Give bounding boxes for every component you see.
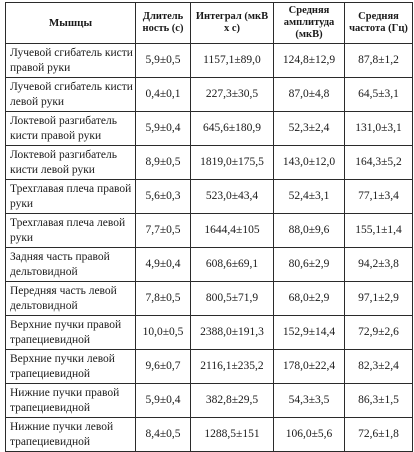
muscle-name-cell: Задняя часть правой дельтовидной xyxy=(5,247,136,282)
integral-cell: 608,6±69,1 xyxy=(190,247,274,282)
table-row: Нижние пучки левой трапециевидной 8,4±0,5… xyxy=(5,417,413,452)
frequency-cell: 164,3±5,2 xyxy=(344,145,413,180)
integral-cell: 1819,0±175,5 xyxy=(190,145,274,180)
table-row: Трехглавая плеча правой руки 5,6±0,3 523,0… xyxy=(5,179,413,214)
frequency-cell: 87,8±1,2 xyxy=(344,43,413,78)
frequency-cell: 155,1±1,4 xyxy=(344,213,413,248)
muscle-emg-table: Мышцы Длитель ность (с) Интеграл (мкВ х … xyxy=(5,2,413,452)
integral-cell: 1644,4±105 xyxy=(190,213,274,248)
header-mean-frequency: Средняя частота (Гц) xyxy=(344,2,413,44)
amplitude-cell: 152,9±14,4 xyxy=(273,315,345,350)
table-body: Лучевой сгибатель кисти правой руки 5,9±0… xyxy=(5,43,413,452)
table-row: Трехглавая плеча левой руки 7,7±0,5 1644,4… xyxy=(5,213,413,248)
table-row: Нижние пучки правой трапециевидной 5,9±0,… xyxy=(5,383,413,418)
duration-cell: 9,6±0,7 xyxy=(135,349,191,384)
table-row: Задняя часть правой дельтовидной 4,9±0,4 6… xyxy=(5,247,413,282)
muscle-emg-table-container: Мышцы Длитель ность (с) Интеграл (мкВ х … xyxy=(5,2,413,452)
amplitude-cell: 52,4±3,1 xyxy=(273,179,345,214)
duration-cell: 8,9±0,5 xyxy=(135,145,191,180)
amplitude-cell: 80,6±2,9 xyxy=(273,247,345,282)
frequency-cell: 97,1±2,9 xyxy=(344,281,413,316)
muscle-name-cell: Трехглавая плеча правой руки xyxy=(5,179,136,214)
muscle-name-cell: Локтевой разгибатель кисти правой руки xyxy=(5,111,136,146)
table-row: Лучевой сгибатель кисти правой руки 5,9±0… xyxy=(5,43,413,78)
integral-cell: 1288,5±151 xyxy=(190,417,274,452)
header-mean-amplitude: Средняя амплитуда (мкВ) xyxy=(273,2,345,44)
duration-cell: 10,0±0,5 xyxy=(135,315,191,350)
header-integral: Интеграл (мкВ х с) xyxy=(190,2,274,44)
frequency-cell: 77,1±3,4 xyxy=(344,179,413,214)
duration-cell: 5,9±0,4 xyxy=(135,383,191,418)
integral-cell: 800,5±71,9 xyxy=(190,281,274,316)
duration-cell: 5,6±0,3 xyxy=(135,179,191,214)
muscle-name-cell: Лучевой сгибатель кисти правой руки xyxy=(5,43,136,78)
duration-cell: 7,7±0,5 xyxy=(135,213,191,248)
muscle-name-cell: Локтевой разгибатель кисти левой руки xyxy=(5,145,136,180)
duration-cell: 5,9±0,4 xyxy=(135,111,191,146)
frequency-cell: 72,9±2,6 xyxy=(344,315,413,350)
frequency-cell: 82,3±2,4 xyxy=(344,349,413,384)
integral-cell: 523,0±43,4 xyxy=(190,179,274,214)
table-row: Верхние пучки правой трапециевидной 10,0±… xyxy=(5,315,413,350)
duration-cell: 5,9±0,5 xyxy=(135,43,191,78)
frequency-cell: 64,5±3,1 xyxy=(344,77,413,112)
integral-cell: 227,3±30,5 xyxy=(190,77,274,112)
integral-cell: 2388,0±191,3 xyxy=(190,315,274,350)
frequency-cell: 94,2±3,8 xyxy=(344,247,413,282)
amplitude-cell: 143,0±12,0 xyxy=(273,145,345,180)
table-row: Локтевой разгибатель кисти левой руки 8,9… xyxy=(5,145,413,180)
amplitude-cell: 87,0±4,8 xyxy=(273,77,345,112)
header-muscles: Мышцы xyxy=(5,2,136,44)
muscle-name-cell: Нижние пучки правой трапециевидной xyxy=(5,383,136,418)
amplitude-cell: 54,3±3,5 xyxy=(273,383,345,418)
duration-cell: 0,4±0,1 xyxy=(135,77,191,112)
muscle-name-cell: Лучевой сгибатель кисти левой руки xyxy=(5,77,136,112)
frequency-cell: 72,6±1,8 xyxy=(344,417,413,452)
integral-cell: 2116,1±235,2 xyxy=(190,349,274,384)
integral-cell: 382,8±29,5 xyxy=(190,383,274,418)
duration-cell: 7,8±0,5 xyxy=(135,281,191,316)
amplitude-cell: 52,3±2,4 xyxy=(273,111,345,146)
table-row: Лучевой сгибатель кисти левой руки 0,4±0,… xyxy=(5,77,413,112)
duration-cell: 4,9±0,4 xyxy=(135,247,191,282)
amplitude-cell: 106,0±5,6 xyxy=(273,417,345,452)
amplitude-cell: 124,8±12,9 xyxy=(273,43,345,78)
frequency-cell: 86,3±1,5 xyxy=(344,383,413,418)
amplitude-cell: 88,0±9,6 xyxy=(273,213,345,248)
duration-cell: 8,4±0,5 xyxy=(135,417,191,452)
integral-cell: 1157,1±89,0 xyxy=(190,43,274,78)
table-row: Локтевой разгибатель кисти правой руки 5,… xyxy=(5,111,413,146)
amplitude-cell: 68,0±2,9 xyxy=(273,281,345,316)
muscle-name-cell: Верхние пучки левой трапециевидной xyxy=(5,349,136,384)
table-header-row: Мышцы Длитель ность (с) Интеграл (мкВ х … xyxy=(5,2,413,44)
amplitude-cell: 178,0±22,4 xyxy=(273,349,345,384)
table-row: Передняя часть левой дельтовидной 7,8±0,5… xyxy=(5,281,413,316)
muscle-name-cell: Нижние пучки левой трапециевидной xyxy=(5,417,136,452)
integral-cell: 645,6±180,9 xyxy=(190,111,274,146)
muscle-name-cell: Трехглавая плеча левой руки xyxy=(5,213,136,248)
frequency-cell: 131,0±3,1 xyxy=(344,111,413,146)
muscle-name-cell: Передняя часть левой дельтовидной xyxy=(5,281,136,316)
table-row: Верхние пучки левой трапециевидной 9,6±0,… xyxy=(5,349,413,384)
muscle-name-cell: Верхние пучки правой трапециевидной xyxy=(5,315,136,350)
header-duration: Длитель ность (с) xyxy=(135,2,191,44)
